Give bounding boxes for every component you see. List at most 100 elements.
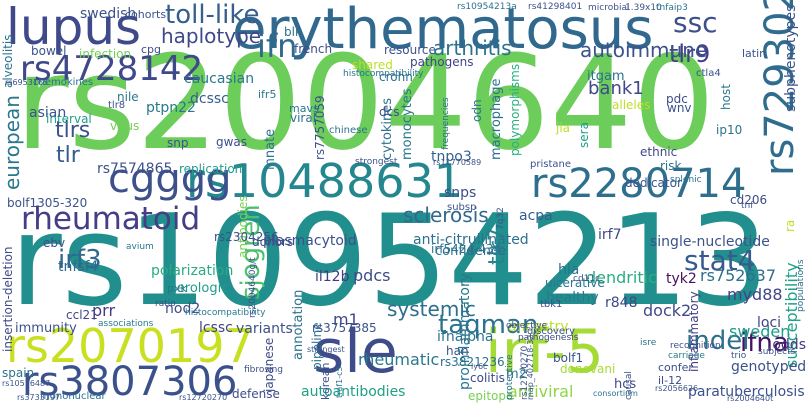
word-ifnalpha: ifnalpha — [437, 329, 494, 345]
word-snps: snps — [444, 185, 477, 201]
word-isre: isre — [640, 338, 657, 348]
word-ethnic: ethnic — [640, 145, 678, 159]
word-dendritic: dendritic — [586, 268, 657, 287]
word-immunity: immunity — [15, 321, 77, 336]
word-latin: latin — [742, 47, 767, 60]
word-tnf: tnf — [741, 201, 754, 211]
word-rs6953165: rs6953165 — [5, 78, 49, 87]
word-viral: viral — [290, 111, 317, 125]
word-carriage: carriage — [668, 351, 705, 361]
word-plasmacytoid: plasmacytoid — [263, 233, 357, 249]
word-irf3: irf3 — [58, 245, 102, 275]
word-odn: odn — [470, 99, 484, 122]
word-itgam: itgam — [587, 69, 625, 84]
word-arthritis: arthritis — [433, 36, 512, 60]
word-tlr: tlr — [56, 143, 80, 168]
word-host: host — [719, 84, 733, 110]
word-cd206: cd206 — [730, 193, 768, 207]
word-asian: asian — [29, 105, 67, 121]
word-hcs: hcs — [614, 377, 637, 392]
word-snp: snp — [167, 136, 189, 150]
word-gwas: gwas — [216, 135, 248, 149]
word-rs2304256: rs2304256 — [214, 230, 279, 244]
word-sclerosis: sclerosis — [403, 203, 489, 227]
word-odds: odds — [772, 337, 806, 353]
word-rs2004640g-t: rs2004640g/t — [248, 257, 258, 318]
word-acpa: acpa — [519, 208, 553, 224]
word-discovery: discovery — [527, 326, 576, 337]
word-ancestry: ancestry — [508, 319, 569, 335]
word-antibodies: antibodies — [236, 195, 250, 258]
word-tbk1: tbk1 — [540, 299, 563, 310]
word-bolf1: bolf1 — [553, 351, 584, 365]
word-antiviral: antiviral — [508, 382, 574, 401]
word-crohn: crohn — [379, 70, 413, 84]
word-r848: r848 — [605, 295, 638, 311]
word-traf1-c5: traf1-c5 — [335, 366, 344, 398]
word-ctla4: ctla4 — [696, 68, 721, 79]
word-epitope: epitope — [468, 389, 514, 403]
word-proinflammatory: proinflammatory — [457, 272, 473, 390]
word-serologic: serologic — [170, 281, 229, 296]
word-strongest: strongest — [355, 157, 398, 167]
word-pathogenesis: pathogenesis — [518, 333, 579, 343]
word-rs41298401: rs41298401 — [528, 2, 583, 12]
word-rs3733197: rs3733197 — [17, 393, 61, 402]
word-subsp: subsp — [447, 202, 477, 213]
word-sweden: sweden — [729, 322, 791, 341]
word-objective: objective — [506, 321, 548, 331]
word-il-12: il-12 — [658, 374, 683, 387]
word-alleles: alleles — [612, 98, 651, 112]
word-protective: protective — [505, 354, 515, 400]
word-tlr8: tlr8 — [108, 100, 126, 111]
word-european: european — [0, 95, 24, 190]
word-lupus: lupus — [6, 0, 142, 56]
word-bowel: bowel — [31, 44, 67, 58]
word-causal: causal — [624, 371, 634, 400]
word-rs11770589: rs11770589 — [433, 158, 482, 167]
word-rheumatic: rheumatic — [358, 350, 440, 369]
word-tyk2: tyk2 — [666, 271, 697, 287]
word-polarization: polarization — [151, 263, 234, 279]
word-cd11c: cd11c — [573, 274, 601, 284]
word-spain: spain — [2, 366, 35, 380]
word-toll-like: toll-like — [165, 0, 260, 30]
word-haplotype: haplotype — [161, 24, 262, 48]
word-7q32: 7q32 — [496, 207, 506, 230]
word-histocompatibility: histocompatibility — [185, 308, 266, 318]
word-sle: sle — [313, 317, 398, 387]
word-pdc: pdc — [666, 92, 688, 106]
word-rs2280714: rs2280714 — [531, 161, 747, 207]
word-ly6c: ly6c — [471, 362, 488, 371]
word-associations: associations — [98, 319, 154, 329]
word-shared: shared — [352, 58, 393, 72]
word-irf-5: irf-5 — [485, 317, 605, 387]
word-1-39x10: 1.39x10 — [625, 3, 662, 13]
word-mononuclear: mononuclear — [40, 391, 106, 402]
word-caucasian: caucasian — [184, 71, 255, 87]
word-subjects: subjects — [758, 347, 796, 357]
word-dcs: dcs — [379, 105, 400, 119]
word-subphenotypes: subphenotypes — [783, 4, 799, 112]
word-annotation: annotation — [291, 289, 306, 360]
word-pdcs: pdcs — [353, 266, 391, 285]
word-chinese: chinese — [329, 125, 368, 136]
word-nile: nile — [117, 90, 139, 104]
word-genotyped: genotyped — [731, 359, 807, 375]
word-bolf1305-320: bolf1305-320 — [7, 196, 88, 210]
word-loci: loci — [757, 315, 782, 331]
word-myd88: myd88 — [727, 285, 783, 304]
word-paratuberculosis: paratuberculosis — [688, 384, 805, 400]
word-confidence: confidence — [435, 244, 507, 259]
word-ifna: ifna — [740, 328, 789, 358]
word-autoantibodies: autoantibodies — [301, 384, 406, 400]
word-pristane: pristane — [530, 159, 571, 170]
word-french: french — [294, 42, 333, 56]
word-pathogens: pathogens — [410, 55, 474, 69]
word-swedish: swedish — [80, 6, 137, 22]
word-polymorphisms: polymorphisms — [508, 63, 522, 156]
word-cpg: cpg — [141, 43, 162, 56]
word-dedicator: dedicator — [625, 176, 682, 190]
word-risk: risk — [660, 159, 682, 173]
word-map: map_402718-32 — [526, 334, 535, 400]
